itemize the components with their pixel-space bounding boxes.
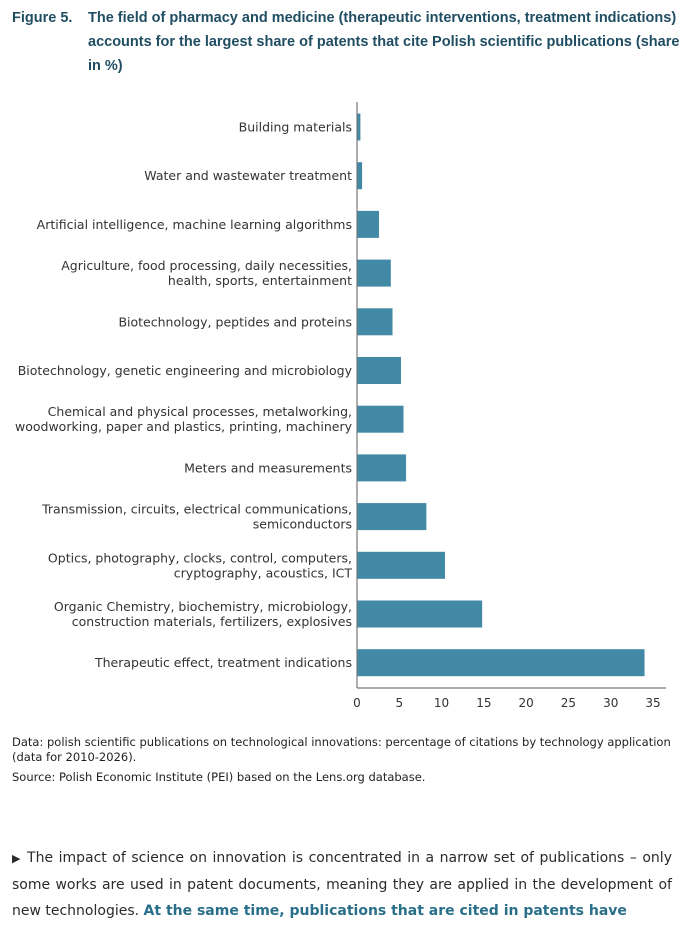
x-tick-label: 5 [395, 696, 403, 710]
figure-title: Figure 5. The field of pharmacy and medi… [12, 6, 682, 78]
x-tick-label: 0 [353, 696, 361, 710]
x-tick-label: 15 [476, 696, 491, 710]
bar [357, 162, 363, 190]
bar [357, 405, 404, 433]
triangle-bullet-icon: ▶ [12, 852, 22, 865]
x-tick-label: 10 [434, 696, 449, 710]
paragraph-bold-text: At the same time, publications that are … [143, 903, 627, 919]
category-label: Building materials [239, 120, 352, 135]
bar [357, 308, 393, 336]
category-label: Water and wastewater treatment [144, 168, 352, 183]
category-label: Chemical and physical processes, metalwo… [15, 404, 353, 434]
category-label: Agriculture, food processing, daily nece… [61, 258, 352, 288]
category-label: Biotechnology, peptides and proteins [118, 314, 352, 329]
bar [357, 600, 483, 628]
bar [357, 551, 445, 579]
body-paragraph: ▶ The impact of science on innovation is… [12, 845, 672, 924]
category-label: Biotechnology, genetic engineering and m… [18, 363, 353, 378]
x-tick-label: 35 [645, 696, 660, 710]
figure-number: Figure 5. [12, 10, 73, 26]
bar [357, 259, 391, 287]
data-note: Data: polish scientific publications on … [12, 735, 671, 764]
x-tick-label: 25 [561, 696, 576, 710]
x-tick-label: 20 [519, 696, 534, 710]
category-label: Artificial intelligence, machine learnin… [37, 217, 352, 232]
category-label: Transmission, circuits, electrical commu… [41, 502, 352, 532]
category-label: Therapeutic effect, treatment indication… [94, 655, 352, 670]
bar-chart: Building materials Water and wastewater t… [15, 102, 666, 710]
bar [357, 649, 645, 677]
category-label: Organic Chemistry, biochemistry, microbi… [54, 599, 352, 629]
bar [357, 210, 379, 238]
bar [357, 357, 401, 384]
figure-title-text: The field of pharmacy and medicine (ther… [88, 10, 680, 74]
category-label: Optics, photography, clocks, control, co… [48, 550, 352, 580]
bar [357, 454, 407, 482]
bar [357, 113, 361, 141]
paragraph-text: The impact of science on innovation is c… [12, 850, 672, 919]
category-label: Meters and measurements [184, 460, 352, 475]
x-tick-label: 30 [603, 696, 618, 710]
bar [357, 503, 427, 531]
source-note: Source: Polish Economic Institute (PEI) … [12, 770, 426, 784]
